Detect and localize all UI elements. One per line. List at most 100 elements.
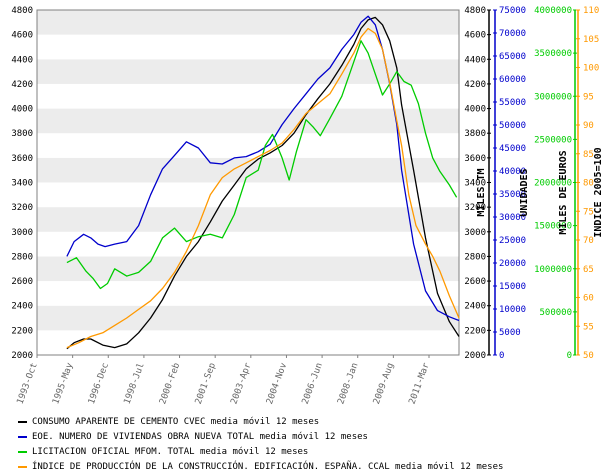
tick-label-euros: 2000000 xyxy=(534,179,572,189)
plot-background-bands xyxy=(37,10,459,355)
tick-label-left: 2600 xyxy=(11,277,33,287)
tick-label-indice: 75 xyxy=(583,207,594,217)
y-axes: 2000 2200 2400 2600 2800 3000 3200 3400 3600 3800… xyxy=(11,6,604,361)
x-tick-label: 1998-Jul xyxy=(123,362,147,406)
tick-label-tm: 4400 xyxy=(464,55,486,65)
axis-title-tm: MILES TM xyxy=(476,168,487,216)
tick-label-unidades: 40000 xyxy=(499,167,526,177)
legend-label-viviendas: EOE. NUMERO DE VIVIENDAS OBRA NUEVA TOTA… xyxy=(32,431,368,442)
plot-area xyxy=(36,9,460,356)
x-tick-label: 2006-Jun xyxy=(301,362,325,406)
tick-label-left: 3000 xyxy=(11,228,33,238)
series-line-3 xyxy=(66,27,460,349)
tick-label-indice: 90 xyxy=(583,121,594,131)
background-band xyxy=(37,281,459,306)
tick-label-tm: 2000 xyxy=(464,351,486,361)
y-axis-indice: 50 55 60 65 70 75 80 85 90 95 100 105 110 INDICE 2005… xyxy=(576,6,604,361)
tick-label-indice: 95 xyxy=(583,92,594,102)
tick-label-tm: 4600 xyxy=(464,31,486,41)
x-tick-label: 2003-Apr xyxy=(229,361,253,406)
legend-label-cemento: CONSUMO APARENTE DE CEMENTO CVEC media m… xyxy=(32,416,320,427)
background-band xyxy=(37,34,459,60)
legend: CONSUMO APARENTE DE CEMENTO CVEC media m… xyxy=(18,414,603,474)
tick-label-unidades: 25000 xyxy=(499,236,526,246)
tick-label-euros: 0 xyxy=(567,351,572,361)
y-axis-tm: 2000 2200 2400 2600 2800 3000 3200 3400 3600 3800… xyxy=(464,6,491,361)
tick-label-indice: 50 xyxy=(583,351,594,361)
background-band xyxy=(37,182,459,208)
tick-label-tm: 4000 xyxy=(464,105,486,115)
tick-label-unidades: 5000 xyxy=(499,328,521,338)
tick-label-unidades: 0 xyxy=(499,351,504,361)
y-axis-unidades: 0 5000 10000 15000 20000 25000 30000 35000 40000… xyxy=(493,6,530,361)
background-band xyxy=(37,231,459,257)
background-band xyxy=(37,133,459,158)
tick-label-indice: 85 xyxy=(583,150,594,160)
tick-label-unidades: 10000 xyxy=(499,305,526,315)
tick-label-unidades: 35000 xyxy=(499,190,526,200)
legend-swatch-indice xyxy=(18,465,27,468)
tick-label-left: 2200 xyxy=(11,326,33,336)
tick-label-unidades: 65000 xyxy=(499,52,526,62)
tick-label-unidades: 50000 xyxy=(499,121,526,131)
background-band xyxy=(37,83,459,109)
tick-label-left: 3800 xyxy=(11,129,33,139)
tick-label-unidades: 45000 xyxy=(499,144,526,154)
tick-label-unidades: 55000 xyxy=(499,98,526,108)
tick-label-tm: 4200 xyxy=(464,80,486,90)
tick-label-unidades: 60000 xyxy=(499,75,526,85)
tick-label-indice: 60 xyxy=(583,294,594,304)
tick-label-left: 4800 xyxy=(11,6,33,16)
background-band xyxy=(37,256,459,282)
y-axis-euros: 0 500000 1000000 1500000 2000000 2500000 30000… xyxy=(534,6,577,361)
x-tick-label: 1993-Oct xyxy=(16,362,40,406)
legend-item-indice: ÍNDICE DE PRODUCCIÓN DE LA CONSTRUCCIÓN.… xyxy=(18,459,603,474)
tick-label-left: 2800 xyxy=(11,252,33,262)
axis-title-unidades: UNIDADES xyxy=(519,168,530,216)
tick-label-indice: 110 xyxy=(583,6,599,16)
x-tick-label: 2009-Aug xyxy=(372,362,396,406)
tick-label-left: 4400 xyxy=(11,55,33,65)
tick-label-euros: 1500000 xyxy=(534,222,572,232)
tick-label-tm: 3200 xyxy=(464,203,486,213)
tick-label-left: 2400 xyxy=(11,302,33,312)
legend-item-cemento: CONSUMO APARENTE DE CEMENTO CVEC media m… xyxy=(18,414,603,429)
series-line-2 xyxy=(66,40,458,290)
tick-label-left: 3400 xyxy=(11,179,33,189)
legend-swatch-licitacion xyxy=(18,450,27,453)
tick-label-indice: 105 xyxy=(583,35,599,45)
axis-title-euros: MILES DE EUROS xyxy=(558,150,569,234)
tick-label-tm: 3800 xyxy=(464,129,486,139)
x-axis: 1993-Oct 1995-May 1996-Dec 1998-Jul 2000-Feb… xyxy=(16,355,432,406)
tick-label-unidades: 15000 xyxy=(499,282,526,292)
tick-label-tm: 2800 xyxy=(464,252,486,262)
y-axis-left: 2000 2200 2400 2600 2800 3000 3200 3400 3600 3800… xyxy=(11,6,33,361)
background-band xyxy=(37,10,459,35)
tick-label-unidades: 75000 xyxy=(499,6,526,16)
tick-label-euros: 3000000 xyxy=(534,92,572,102)
axis-title-indice: INDICE 2005=100 xyxy=(593,147,604,237)
tick-label-indice: 65 xyxy=(583,265,594,275)
tick-label-indice: 80 xyxy=(583,179,594,189)
background-band xyxy=(37,108,459,134)
x-tick-label: 2000-Feb xyxy=(158,362,182,406)
x-tick-label: 1996-Dec xyxy=(87,362,111,406)
tick-label-euros: 1000000 xyxy=(534,265,572,275)
series-lines xyxy=(66,15,460,350)
tick-label-left: 3200 xyxy=(11,203,33,213)
tick-label-tm: 2200 xyxy=(464,326,486,336)
tick-label-tm: 2600 xyxy=(464,277,486,287)
tick-label-left: 2000 xyxy=(11,351,33,361)
tick-label-left: 4200 xyxy=(11,80,33,90)
background-band xyxy=(37,207,459,232)
series-line-0 xyxy=(66,16,460,350)
legend-item-viviendas: EOE. NUMERO DE VIVIENDAS OBRA NUEVA TOTA… xyxy=(18,429,603,444)
tick-label-euros: 4000000 xyxy=(534,6,572,16)
legend-swatch-viviendas xyxy=(18,435,27,438)
tick-label-indice: 55 xyxy=(583,322,594,332)
tick-label-tm: 3600 xyxy=(464,154,486,164)
tick-label-indice: 70 xyxy=(583,236,594,246)
tick-label-left: 4000 xyxy=(11,105,33,115)
tick-label-indice: 100 xyxy=(583,64,599,74)
background-band xyxy=(37,305,459,331)
